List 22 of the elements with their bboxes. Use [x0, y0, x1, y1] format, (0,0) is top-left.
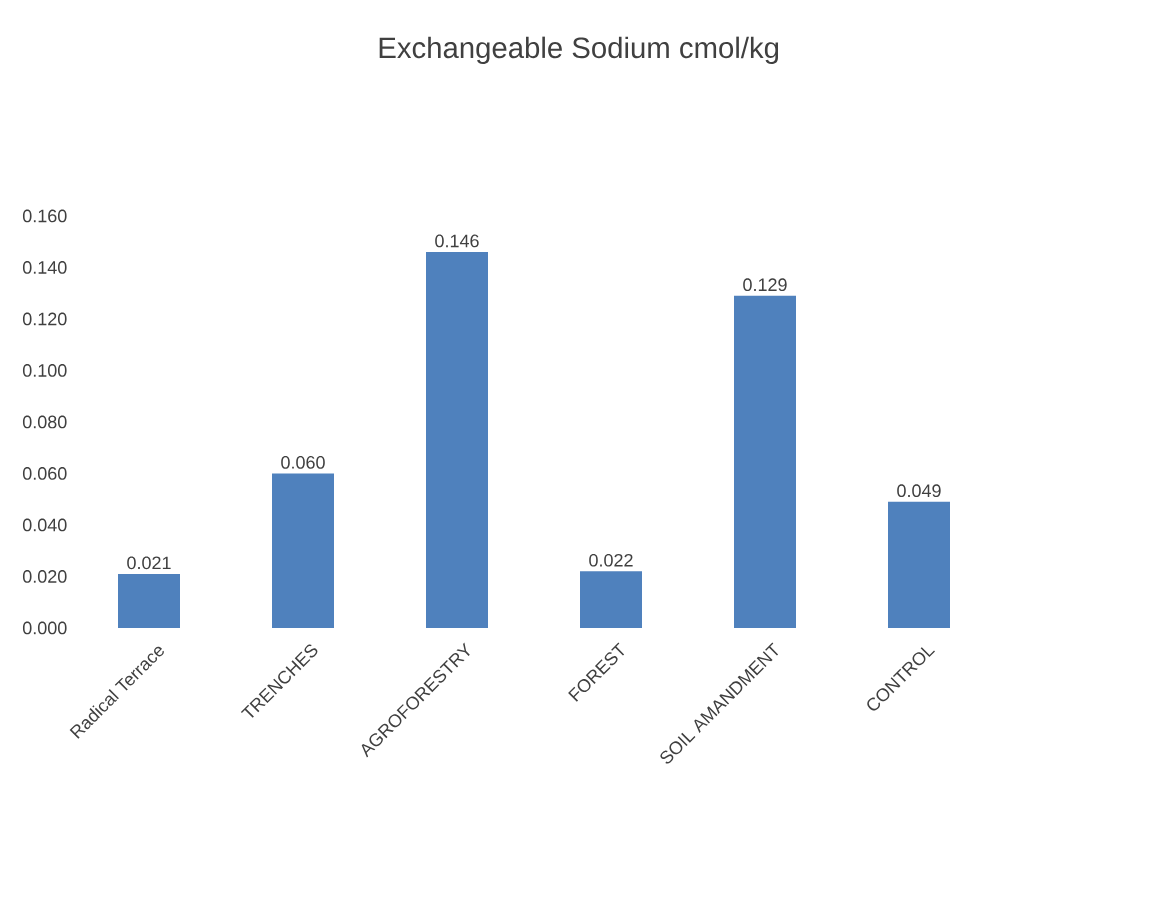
data-label: 0.129: [743, 278, 787, 292]
bar: [118, 573, 180, 628]
data-label: 0.022: [589, 553, 633, 567]
bar: [734, 295, 796, 628]
y-tick-label: 0.100: [22, 364, 67, 377]
bar: [888, 501, 950, 628]
data-label: 0.060: [281, 456, 325, 469]
y-tick-label: 0.020: [22, 570, 67, 583]
bar: [580, 571, 642, 628]
y-tick-label: 0.160: [22, 209, 67, 223]
y-tick-label: 0.060: [22, 467, 67, 480]
bar: [272, 473, 334, 628]
bar: [426, 252, 488, 628]
chart-title: Exchangeable Sodium cmol/kg: [379, 36, 779, 64]
data-label: 0.021: [127, 556, 171, 570]
y-tick-label: 0.000: [22, 621, 67, 635]
y-tick-label: 0.120: [22, 312, 67, 326]
data-label: 0.146: [435, 234, 479, 248]
y-tick-label: 0.080: [22, 415, 67, 429]
y-tick-label: 0.040: [22, 518, 67, 532]
y-tick-label: 0.140: [22, 261, 67, 274]
data-label: 0.049: [897, 484, 941, 498]
